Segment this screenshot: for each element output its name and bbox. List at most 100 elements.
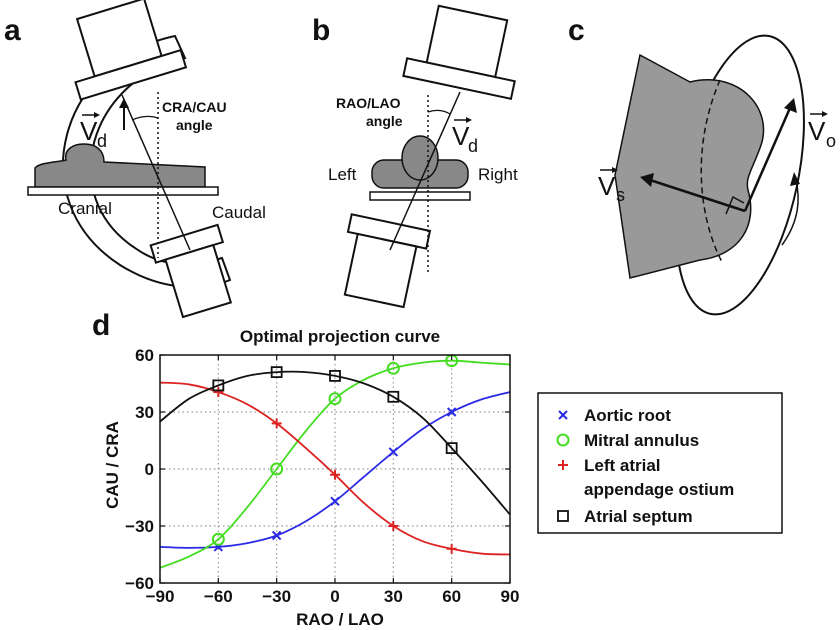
panel-b: b RAO/LAO angle V d Left Right <box>312 4 518 309</box>
series-point-3 <box>329 369 341 382</box>
vs-arrowhead <box>640 173 654 187</box>
table-a <box>27 186 219 196</box>
panel-a: a V d CRA/CAU angle Cranial Cauda <box>4 0 266 319</box>
series-point-2 <box>446 543 457 554</box>
panel-b-letter: b <box>312 14 330 47</box>
x-tick-label: −30 <box>262 587 291 606</box>
table-b <box>369 191 471 201</box>
legend-label-laa-line2: appendage ostium <box>584 480 734 499</box>
legend-label-laa-line1: Left atrial <box>584 456 661 475</box>
vo-label: V <box>808 116 826 146</box>
vs-label: V <box>598 171 616 201</box>
series-point-0 <box>388 447 399 457</box>
angle-label-a-2: angle <box>176 117 213 133</box>
legend-item-mitral-annulus: Mitral annulus <box>556 431 699 450</box>
right-label: Right <box>478 165 518 184</box>
panel-d-letter: d <box>92 309 110 342</box>
series-point-3 <box>387 390 400 403</box>
vs-sub: s <box>616 185 625 205</box>
legend-label-aortic-root: Aortic root <box>584 406 671 425</box>
vs-arrow <box>649 178 746 213</box>
legend-marker-plus <box>558 460 568 470</box>
series-point-0-stroke <box>330 496 340 507</box>
legend-box <box>537 392 783 534</box>
series-point-2 <box>271 418 282 429</box>
y-tick-label: −60 <box>125 574 154 593</box>
panel-c-letter: c <box>568 14 585 47</box>
vo-sub: o <box>826 131 836 151</box>
patient-side <box>34 143 206 188</box>
panel-d: d Optimal projection curve −90 −60 −30 0 30 6… <box>92 309 519 629</box>
beam-line-b <box>389 91 461 251</box>
angle-arc-b <box>427 109 451 115</box>
x-tick-label: −90 <box>146 587 175 606</box>
legend-label-mitral-annulus: Mitral annulus <box>584 431 699 450</box>
series-point-2 <box>388 521 399 531</box>
vd-overarrow-head-b <box>466 117 472 123</box>
legend-marker-0 <box>558 410 568 420</box>
vs-overarrow-head <box>612 167 618 173</box>
vd-overarrow-head-a <box>94 112 100 118</box>
vd-sub-b: d <box>468 136 478 156</box>
vo-arrow <box>743 107 792 212</box>
chart-title: Optimal projection curve <box>240 327 440 346</box>
vd-label-a: V <box>80 116 98 146</box>
series-point-3 <box>212 379 225 392</box>
legend-marker-square <box>557 510 569 522</box>
vd-label-b: V <box>452 121 470 151</box>
patient-head-b <box>401 135 439 181</box>
angle-arc-a <box>131 115 159 121</box>
right-angle-marker <box>725 195 745 215</box>
legend-marker-1 <box>556 433 570 447</box>
legend-item-laa-ostium: Left atrial appendage ostium <box>558 456 734 499</box>
dashed-boundary <box>700 79 723 263</box>
y-tick-label: 60 <box>135 346 154 365</box>
series-point-1 <box>386 361 400 375</box>
detector-top <box>74 0 188 101</box>
panel-c: c V s V o <box>568 14 836 316</box>
series-point-1 <box>211 532 225 546</box>
detector-top-b <box>402 4 516 101</box>
series-point-0-stroke <box>446 407 457 417</box>
x-tick-label: 0 <box>330 587 339 606</box>
rotation-arrowhead <box>790 172 800 186</box>
cranial-label: Cranial <box>58 199 112 218</box>
vd-arrowhead-a <box>119 98 129 108</box>
series-point-2 <box>213 387 224 398</box>
y-tick-label: 0 <box>145 460 154 479</box>
angle-label-a-1: CRA/CAU <box>162 99 227 115</box>
series-point-1 <box>270 462 284 476</box>
series-point-0 <box>271 530 282 541</box>
series-point-0 <box>446 407 457 417</box>
legend-marker-0-stroke <box>558 410 568 420</box>
series-point-2 <box>330 469 340 480</box>
legend-item-aortic-root: Aortic root <box>558 406 671 425</box>
legend-marker-3 <box>557 510 569 522</box>
series-point-0 <box>330 496 340 507</box>
y-tick-label: −30 <box>125 517 154 536</box>
legend-label-atrial-septum: Atrial septum <box>584 507 693 526</box>
x-tick-label: 90 <box>501 587 520 606</box>
chart-series <box>159 354 511 569</box>
series-point-3 <box>445 442 458 455</box>
legend-marker-x <box>558 410 568 420</box>
series-point-3 <box>270 366 283 379</box>
y-tick-label: 30 <box>135 403 154 422</box>
left-label: Left <box>328 165 357 184</box>
panel-a-letter: a <box>4 14 21 47</box>
legend-marker-2 <box>558 460 568 470</box>
angle-label-b-2: angle <box>366 113 403 129</box>
x-axis-title: RAO / LAO <box>296 610 384 629</box>
series-point-1 <box>328 392 342 406</box>
tissue-block <box>614 53 765 279</box>
rotation-arrow <box>781 179 799 246</box>
angle-label-b-1: RAO/LAO <box>336 95 401 111</box>
vo-arrowhead <box>784 98 797 113</box>
series-line-1 <box>159 359 511 569</box>
series-line-3 <box>159 370 511 516</box>
y-axis-title: CAU / CRA <box>103 421 122 509</box>
x-tick-label: 60 <box>442 587 461 606</box>
vd-sub-a: d <box>97 131 107 151</box>
